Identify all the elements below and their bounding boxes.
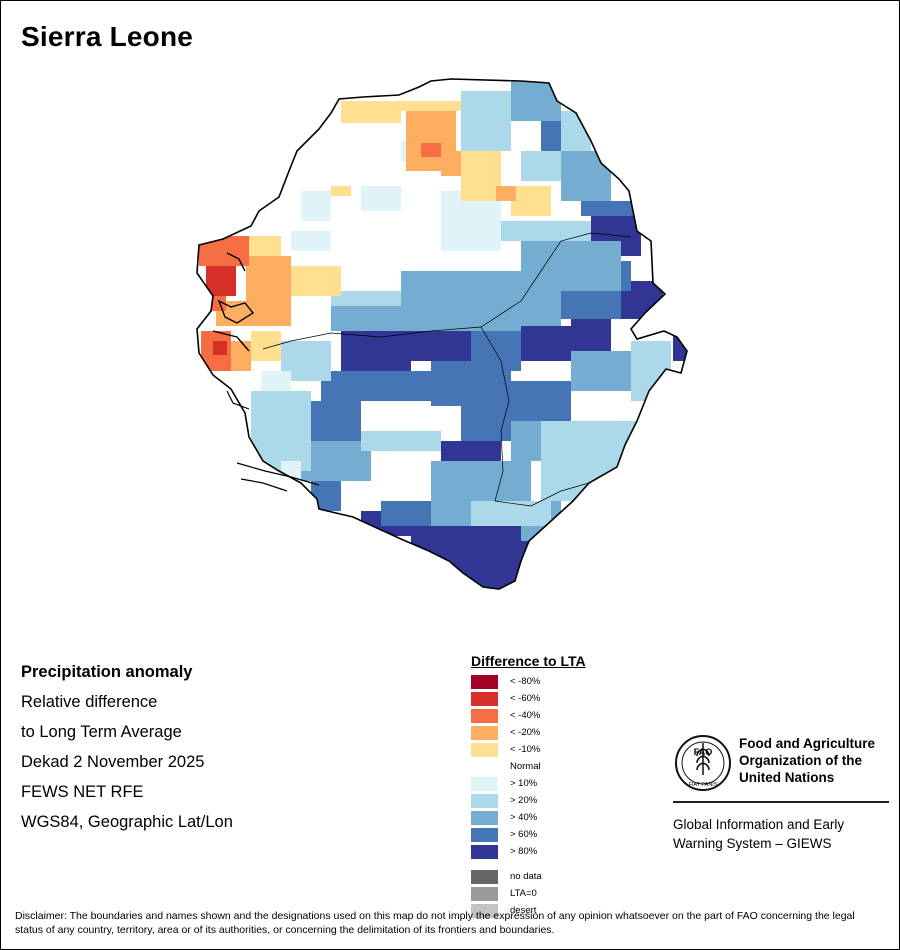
legend-swatch [471,692,498,706]
legend-swatch [471,828,498,842]
legend-label: LTA=0 [510,888,537,899]
legend-swatch [471,845,498,859]
giews-line: Global Information and Early [673,817,845,832]
map-title: Sierra Leone [21,21,194,52]
legend-swatch [471,887,498,901]
legend-swatch [471,777,498,791]
legend-label: < -80% [510,676,541,687]
giews-name: Global Information and Early Warning Sys… [673,815,889,853]
legend-item: < -40% [471,708,586,725]
legend-item: < -20% [471,725,586,742]
legend-label: < -10% [510,744,541,755]
legend-item: > 10% [471,776,586,793]
legend-item: desert [471,903,586,920]
legend-item: > 80% [471,844,586,861]
class-gt10 [261,141,501,481]
legend-swatch [471,870,498,884]
legend-swatch [471,760,498,774]
legend-item: > 60% [471,827,586,844]
legend-label: < -40% [510,710,541,721]
fao-emblem-motto: FIAT PANIS [688,782,717,788]
legend-label: > 80% [510,846,538,857]
legend-item: < -10% [471,742,586,759]
legend-label: > 20% [510,795,538,806]
legend-label: > 60% [510,829,538,840]
fao-org-line: Organization of the [739,753,862,768]
anomaly-raster [197,79,687,589]
legend-title: Difference to LTA [471,653,586,669]
fao-org-line: Food and Agriculture [739,736,875,751]
fao-emblem-text: FAO [694,747,713,757]
info-line: WGS84, Geographic Lat/Lon [21,813,233,831]
legend-swatch [471,709,498,723]
legend-label: no data [510,871,542,882]
class-lt60 [206,266,236,355]
legend-item: > 20% [471,793,586,810]
legend-item: Normal [471,759,586,776]
giews-line: Warning System – GIEWS [673,836,832,851]
legend-extra: no data LTA=0 desert [471,869,586,920]
legend-label: Normal [510,761,541,772]
legend: Difference to LTA < -80% < -60% < -40% < -2… [471,653,586,920]
info-line: Relative difference [21,693,158,711]
legend-swatch [471,726,498,740]
info-line: FEWS NET RFE [21,783,144,801]
legend-swatch [471,743,498,757]
fao-emblem-icon: FAO FIAT PANIS [675,735,731,791]
legend-item: no data [471,869,586,886]
legend-item: > 40% [471,810,586,827]
legend-item: < -80% [471,674,586,691]
legend-label: > 10% [510,778,538,789]
legend-label: < -60% [510,693,541,704]
legend-swatch [471,794,498,808]
info-line: Dekad 2 November 2025 [21,753,205,771]
disclaimer: Disclaimer: The boundaries and names sho… [15,910,855,936]
fao-divider [673,801,889,803]
class-lt10 [241,101,551,361]
fao-org-name: Food and Agriculture Organization of the… [739,735,899,786]
legend-swatch [471,811,498,825]
legend-swatch [471,675,498,689]
legend-item: LTA=0 [471,886,586,903]
info-heading: Precipitation anomaly [21,663,193,681]
legend-label: < -20% [510,727,541,738]
legend-swatch [471,904,498,918]
boundaries [196,78,688,590]
map-info: Precipitation anomaly Relative differenc… [21,657,233,837]
legend-label: desert [510,905,537,916]
fao-org-line: United Nations [739,770,835,785]
info-line: to Long Term Average [21,723,182,741]
legend-item: < -60% [471,691,586,708]
legend-label: > 40% [510,812,538,823]
legend-classes: < -80% < -60% < -40% < -20% < -10% Normal > 10… [471,674,586,861]
